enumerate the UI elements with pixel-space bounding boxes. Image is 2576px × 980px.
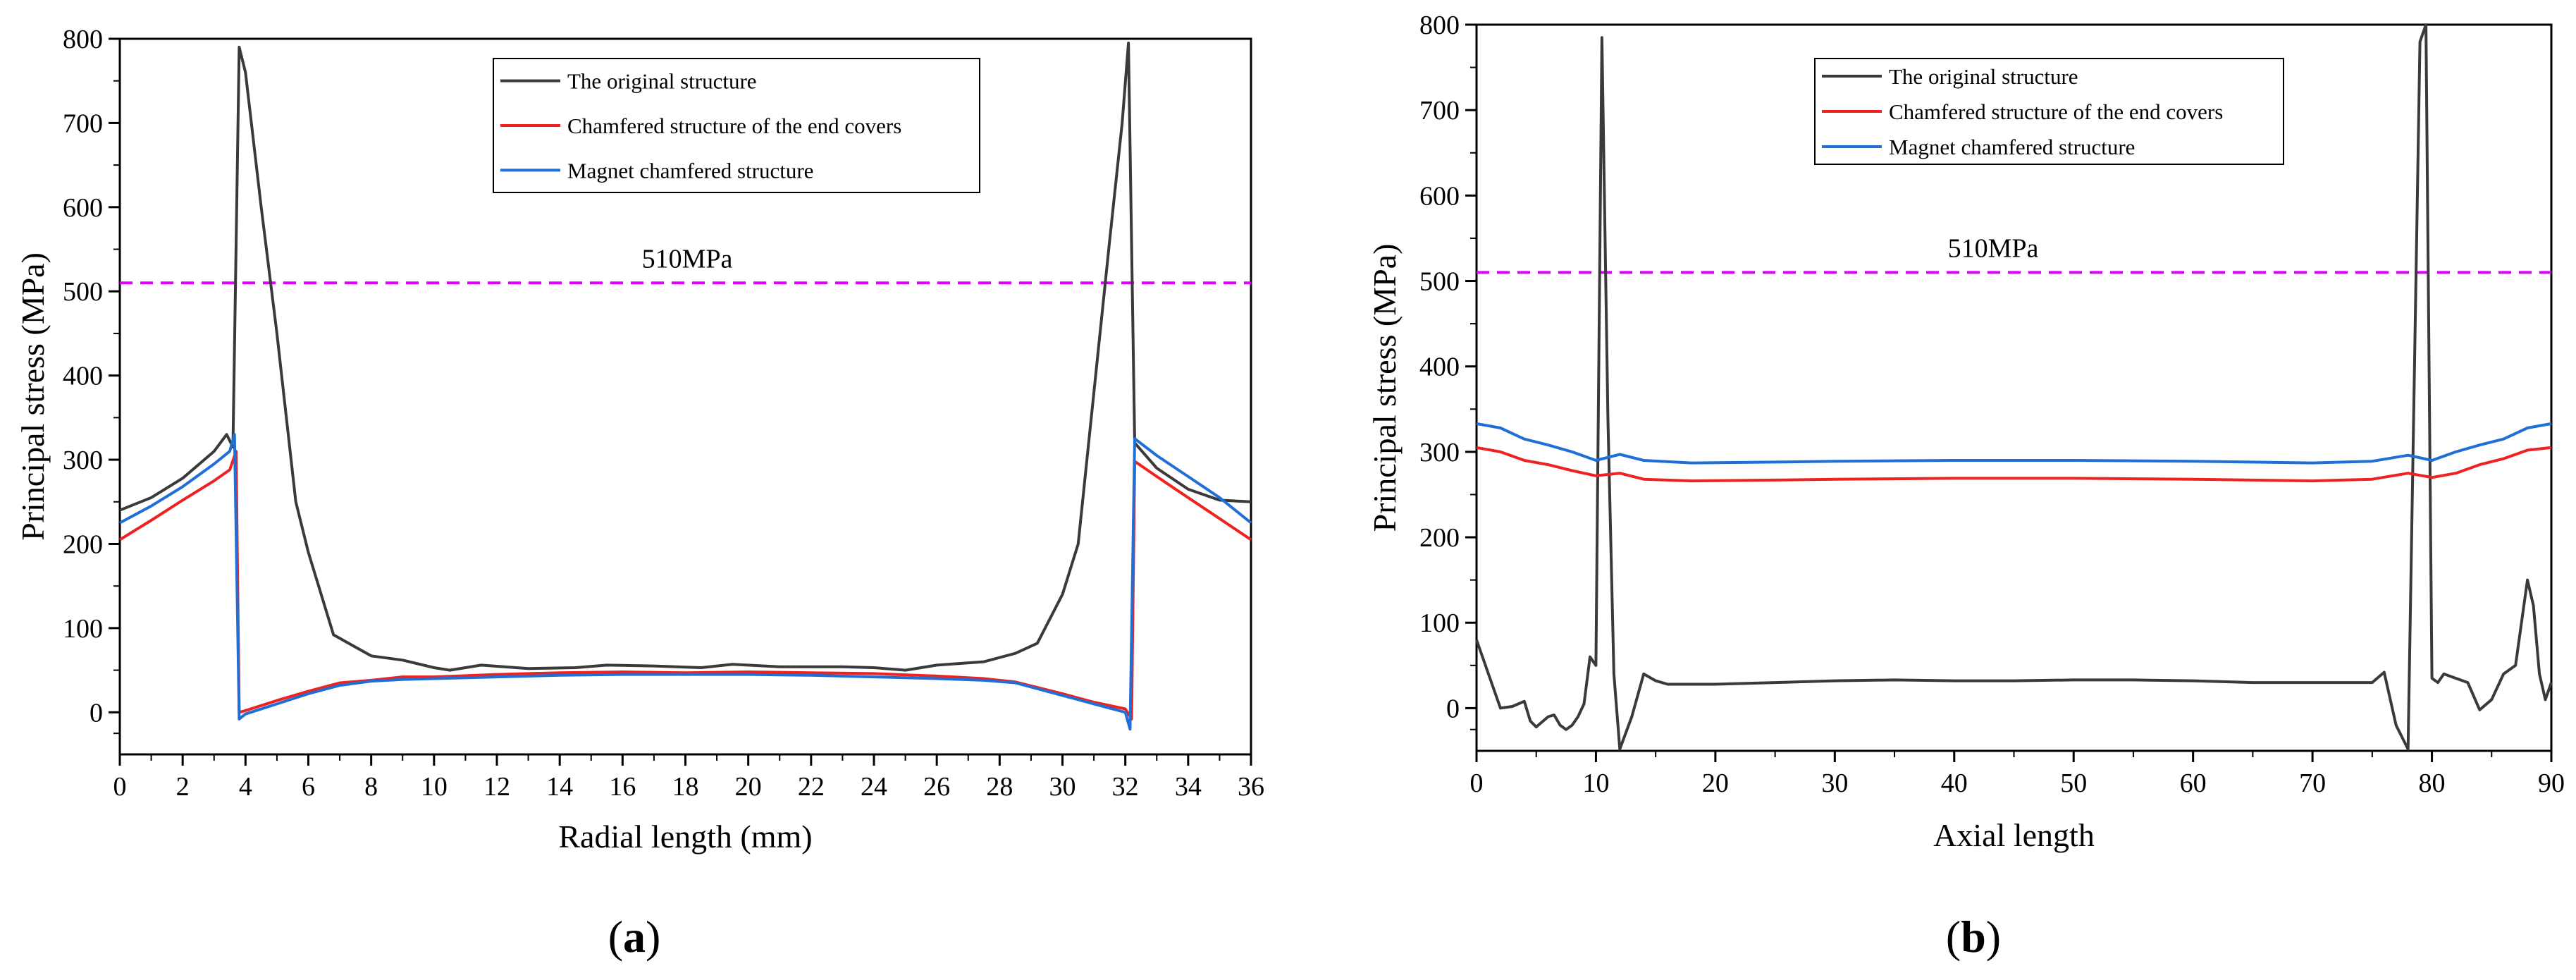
chart-panel-b: 0 10 20 30 40 50 60 70 80 90 0 100 200 300 400 500 600 7… bbox=[1367, 11, 2565, 962]
x-tick-label: 0 bbox=[1470, 768, 1484, 798]
x-tick-label: 90 bbox=[2538, 768, 2565, 798]
legend-b: The original structure Chamfered structur… bbox=[1814, 58, 2284, 165]
panel-label-b-close: ) bbox=[1986, 912, 2001, 962]
x-tick-label: 6 bbox=[302, 772, 315, 802]
x-tick-label: 36 bbox=[1238, 772, 1264, 802]
threshold-label-b: 510MPa bbox=[1948, 233, 2039, 263]
x-tick-label: 40 bbox=[1941, 768, 1968, 798]
x-tick-label: 22 bbox=[798, 772, 825, 802]
x-tick-label: 14 bbox=[546, 772, 573, 802]
chart-panel-a: 0 2 4 6 8 10 12 14 16 18 20 22 24 26 28 30 32 34 36 010020… bbox=[15, 25, 1264, 962]
x-tick-label: 4 bbox=[239, 772, 252, 802]
x-tick-label: 26 bbox=[923, 772, 950, 802]
panel-label-b-letter: b bbox=[1961, 912, 1986, 962]
series-line-1 bbox=[119, 42, 1252, 672]
y-tick-label: 600 bbox=[63, 193, 103, 223]
x-tick-label: 16 bbox=[609, 772, 636, 802]
x-tick-label: 20 bbox=[735, 772, 762, 802]
x-tick-label: 8 bbox=[364, 772, 378, 802]
y-tick-label: 400 bbox=[1419, 353, 1460, 382]
panel-label-b: (b) bbox=[1946, 912, 2001, 962]
x-axis-ticks-b: 0 10 20 30 40 50 60 70 80 90 bbox=[1470, 751, 2565, 798]
y-axis-ticks-b: 0 100 200 300 400 500 600 700 800 bbox=[1419, 11, 1477, 730]
legend-entry-label: The original structure bbox=[567, 69, 757, 94]
x-tick-label: 24 bbox=[861, 772, 887, 802]
x-tick-label: 50 bbox=[2060, 768, 2087, 798]
x-tick-label: 80 bbox=[2419, 768, 2446, 798]
series-line-2 bbox=[118, 450, 1252, 721]
x-tick-label: 60 bbox=[2180, 768, 2207, 798]
x-tick-label: 10 bbox=[421, 772, 448, 802]
y-axis-title-b: Principal stress (MPa) bbox=[1367, 244, 1403, 532]
series-line-1 bbox=[1475, 23, 2553, 751]
panel-label-a-open: ( bbox=[608, 912, 623, 962]
x-axis-title-a: Radial length (mm) bbox=[558, 819, 812, 855]
series-group-b bbox=[1475, 23, 2553, 751]
legend-a: The original structure Chamfered structur… bbox=[493, 58, 980, 193]
y-tick-label: 800 bbox=[1419, 11, 1460, 40]
y-tick-label: 400 bbox=[63, 362, 103, 391]
series-line-2 bbox=[1476, 446, 2552, 483]
y-tick-label: 100 bbox=[1419, 608, 1460, 638]
legend-entry-label: The original structure bbox=[1889, 64, 2078, 89]
y-axis-title-a: Principal stress (MPa) bbox=[15, 252, 51, 541]
legend-entry-label: Chamfered structure of the end covers bbox=[567, 114, 901, 138]
plot-area-b bbox=[1475, 23, 2553, 752]
y-tick-label: 700 bbox=[1419, 96, 1460, 125]
x-tick-label: 30 bbox=[1821, 768, 1848, 798]
panel-label-b-open: ( bbox=[1946, 912, 1961, 962]
y-tick-label: 300 bbox=[1419, 438, 1460, 467]
x-tick-label: 20 bbox=[1702, 768, 1729, 798]
threshold-label-a: 510MPa bbox=[642, 244, 733, 274]
panel-label-a: (a) bbox=[608, 912, 661, 962]
y-tick-label: 700 bbox=[63, 109, 103, 138]
x-tick-label: 0 bbox=[113, 772, 127, 802]
panel-label-a-letter: a bbox=[623, 912, 646, 962]
y-tick-label: 500 bbox=[63, 277, 103, 307]
x-tick-label: 32 bbox=[1112, 772, 1139, 802]
legend-entry-label: Magnet chamfered structure bbox=[1889, 135, 2135, 159]
x-tick-label: 34 bbox=[1175, 772, 1202, 802]
panel-label-a-close: ) bbox=[646, 912, 660, 962]
legend-entry-label: Magnet chamfered structure bbox=[567, 158, 813, 183]
x-tick-label: 18 bbox=[672, 772, 699, 802]
legend-entry-label: Chamfered structure of the end covers bbox=[1889, 99, 2223, 124]
x-tick-label: 30 bbox=[1049, 772, 1076, 802]
x-tick-label: 12 bbox=[483, 772, 510, 802]
series-group-a bbox=[118, 42, 1252, 731]
legend-box bbox=[1814, 58, 2284, 165]
x-axis-title-b: Axial length bbox=[1933, 817, 2095, 853]
y-tick-label: 0 bbox=[90, 698, 103, 728]
legend-box bbox=[493, 58, 980, 193]
x-tick-label: 2 bbox=[176, 772, 190, 802]
x-tick-label: 28 bbox=[986, 772, 1013, 802]
y-tick-label: 200 bbox=[63, 529, 103, 559]
y-tick-label: 200 bbox=[1419, 523, 1460, 553]
series-line-3 bbox=[1476, 422, 2552, 465]
y-tick-label: 500 bbox=[1419, 267, 1460, 297]
y-tick-label: 800 bbox=[63, 25, 103, 54]
y-tick-label: 600 bbox=[1419, 181, 1460, 211]
y-tick-label: 100 bbox=[63, 614, 103, 644]
y-axis-ticks-a: 0 100 200 300 400 500 600 700 800 bbox=[63, 25, 120, 735]
x-tick-label: 10 bbox=[1582, 768, 1609, 798]
y-tick-label: 0 bbox=[1446, 694, 1460, 723]
x-axis-ticks-a: 0 2 4 6 8 10 12 14 16 18 20 22 24 26 28 30 32 34 36 bbox=[113, 754, 1264, 802]
series-line-3 bbox=[119, 433, 1252, 731]
y-tick-label: 300 bbox=[63, 446, 103, 475]
x-tick-label: 70 bbox=[2299, 768, 2326, 798]
